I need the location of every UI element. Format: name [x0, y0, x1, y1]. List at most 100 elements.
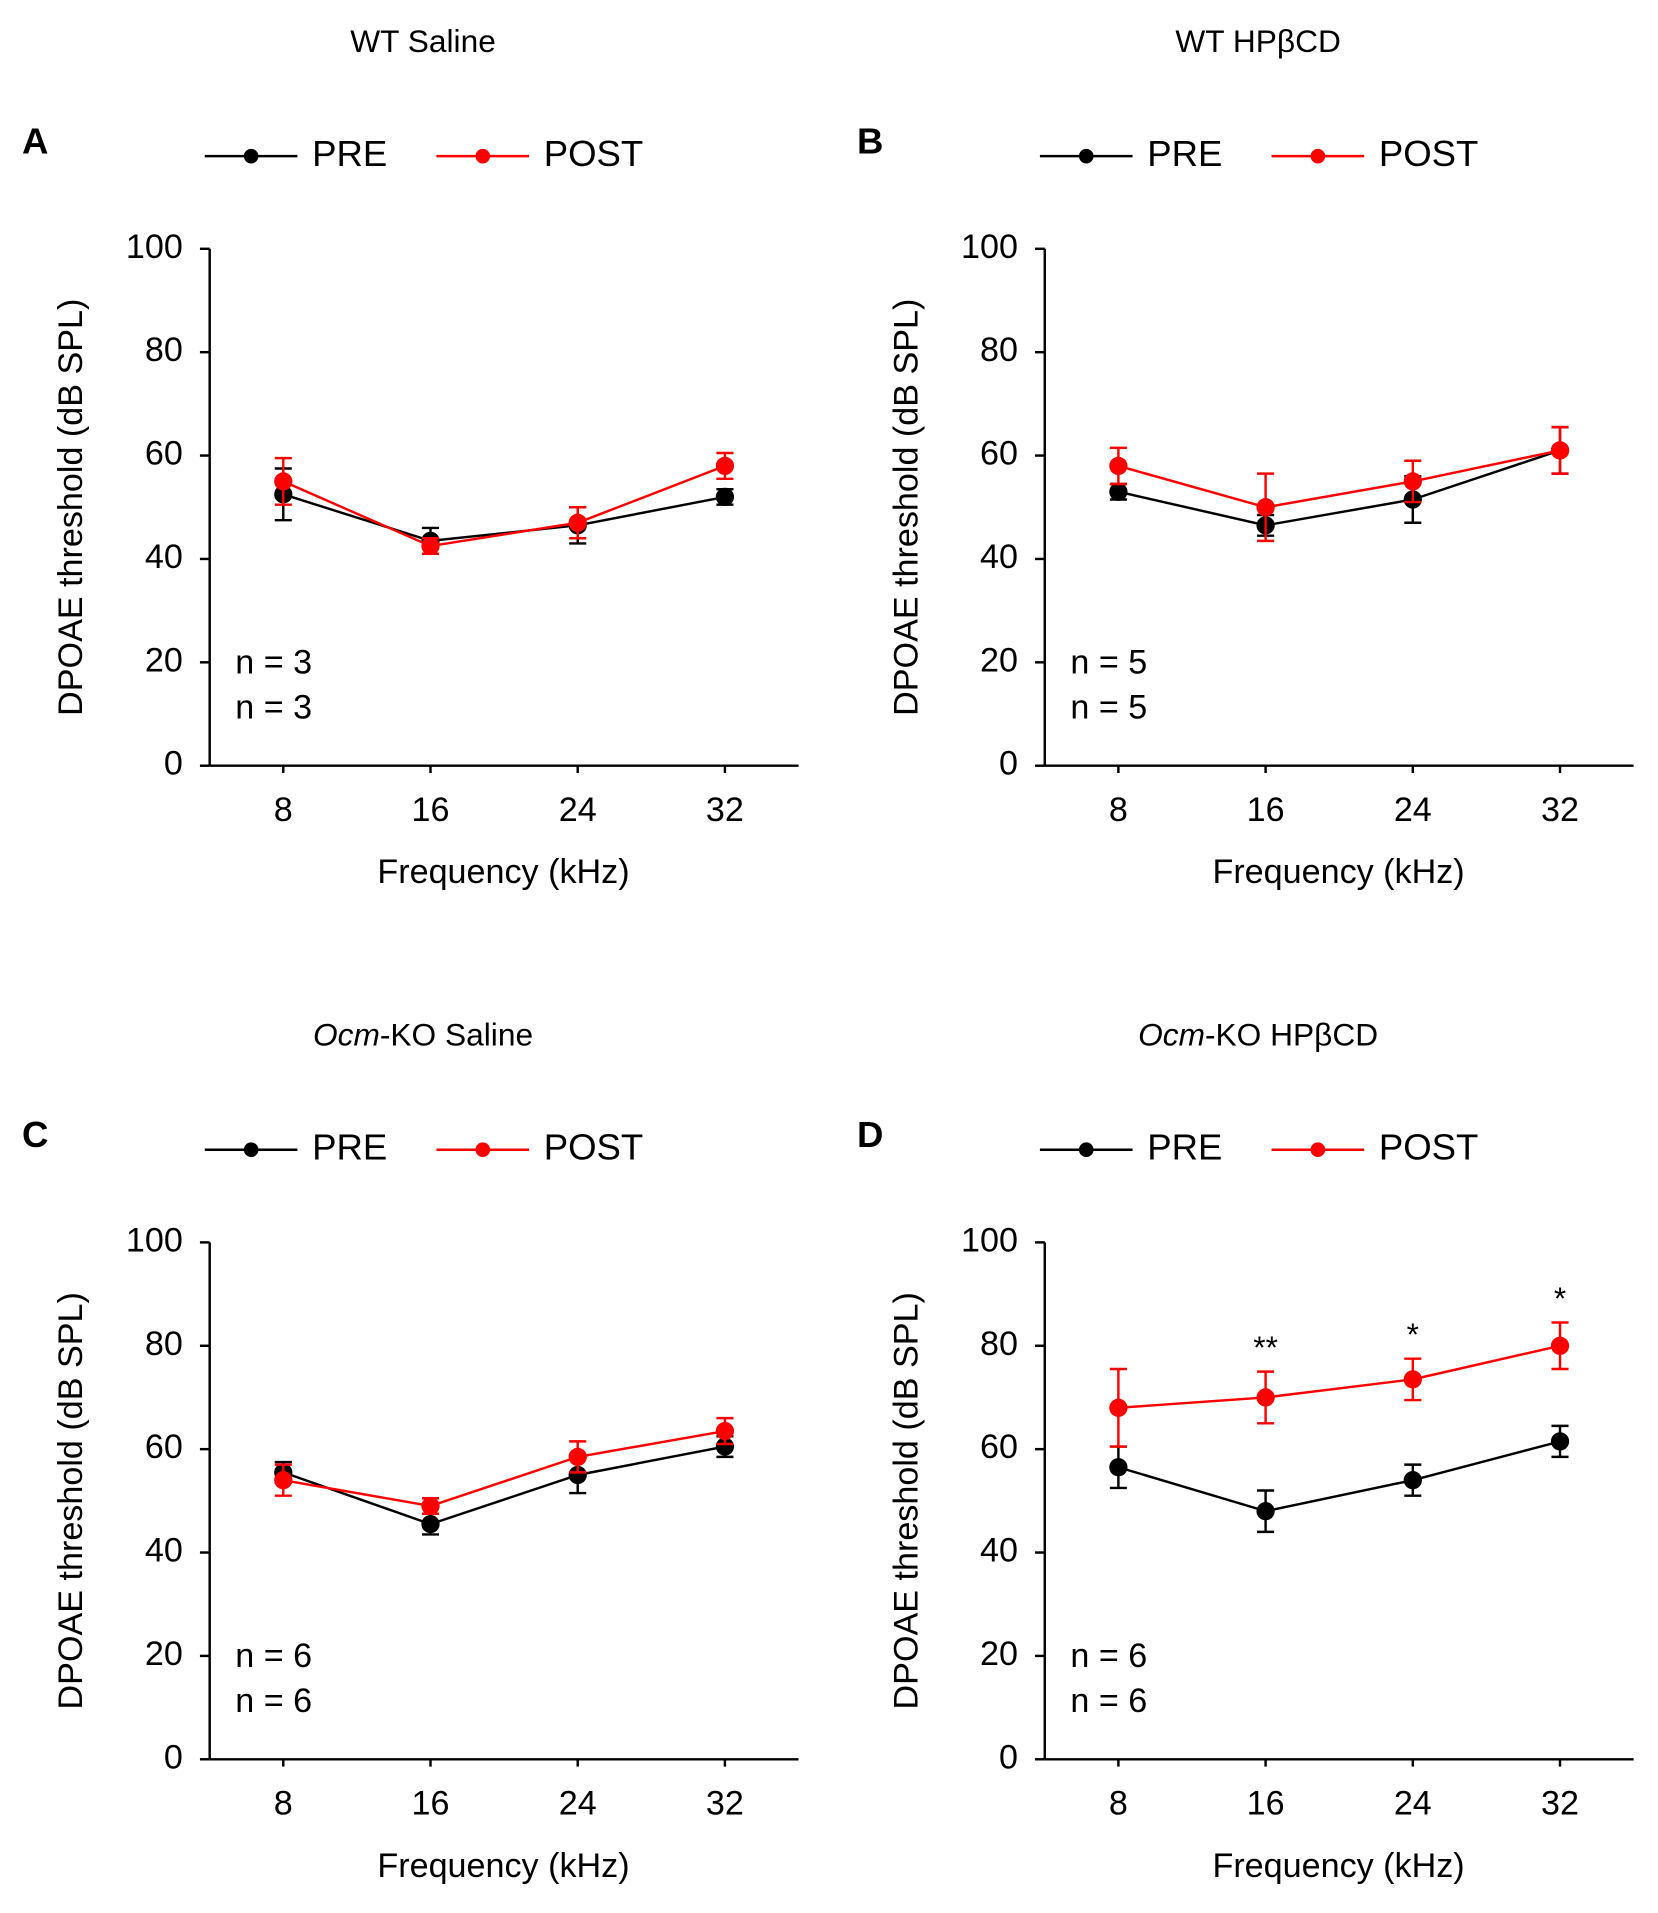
panel: Ocm-KO Saline C PRE POST 0 20 40 60 80 100 8 16 24 32…	[22, 1017, 799, 1885]
title-text: WT Saline	[350, 23, 496, 59]
y-tick-label: 0	[999, 1738, 1018, 1776]
x-axis-label: Frequency (kHz)	[377, 1847, 629, 1885]
panel-label: D	[857, 1114, 883, 1155]
series-line	[282, 493, 726, 543]
y-tick-label: 100	[961, 228, 1018, 266]
data-point	[1256, 498, 1275, 517]
x-tick-label: 16	[1247, 791, 1285, 829]
title-text: WT HPβCD	[1175, 23, 1341, 59]
legend-marker	[243, 1142, 259, 1158]
y-tick-label: 80	[980, 1325, 1018, 1363]
series-line	[1118, 1440, 1561, 1513]
y-tick-label: 60	[145, 1428, 183, 1466]
legend-label: PRE	[312, 133, 387, 174]
data-point	[1550, 441, 1570, 460]
x-tick-label: 32	[706, 1785, 744, 1823]
y-tick-label: 80	[980, 331, 1018, 369]
panel: WT Saline A PRE POST 0 20 40 60 80 100 8 16 24 32 Freq…	[22, 23, 799, 891]
y-tick-label: 100	[961, 1221, 1018, 1259]
x-tick-label: 16	[1247, 1785, 1285, 1823]
data-point	[568, 1465, 587, 1485]
data-point	[1550, 1432, 1570, 1451]
x-tick-label: 24	[1394, 1785, 1432, 1823]
series-line	[1118, 449, 1561, 509]
data-point	[568, 1447, 587, 1467]
x-tick-label: 8	[1109, 1785, 1128, 1823]
legend-label: POST	[1379, 1126, 1479, 1167]
data-point	[1403, 1370, 1422, 1389]
data-point	[715, 1437, 735, 1456]
legend-label: PRE	[1147, 1126, 1222, 1167]
y-tick-label: 100	[126, 1221, 183, 1259]
data-point	[1256, 1502, 1275, 1521]
x-axis-label: Frequency (kHz)	[1212, 1847, 1464, 1885]
n-label: n = 3	[235, 644, 312, 682]
n-label: n = 6	[1070, 1682, 1147, 1720]
y-tick-label: 40	[980, 1532, 1018, 1570]
legend-label: POST	[1379, 133, 1479, 174]
n-label: n = 5	[1070, 689, 1147, 727]
legend-label: POST	[544, 133, 644, 174]
title-text: -KO HPβCD	[1205, 1017, 1378, 1053]
legend-marker	[1310, 148, 1326, 164]
chart-title: Ocm-KO HPβCD	[1138, 1017, 1378, 1053]
x-tick-label: 24	[559, 1785, 597, 1823]
x-tick-label: 16	[412, 791, 450, 829]
chart-title: WT Saline	[350, 23, 496, 59]
y-axis-label: DPOAE threshold (dB SPL)	[887, 1292, 925, 1709]
data-point	[1550, 1336, 1570, 1355]
y-tick-label: 60	[980, 1428, 1018, 1466]
legend-marker	[243, 148, 259, 164]
n-label: n = 6	[235, 1637, 312, 1675]
series-line	[283, 1429, 726, 1508]
y-tick-label: 20	[145, 641, 183, 679]
x-tick-label: 8	[274, 1785, 293, 1823]
data-point	[568, 513, 587, 532]
legend-marker	[1310, 1142, 1326, 1158]
series-line	[282, 464, 726, 548]
legend-marker	[475, 148, 491, 164]
series-line	[1118, 1344, 1561, 1410]
data-point	[1403, 472, 1422, 491]
data-point	[421, 1514, 440, 1534]
data-point	[1256, 1388, 1275, 1407]
significance-label: *	[1407, 1316, 1419, 1352]
data-point	[1403, 1471, 1422, 1490]
panel: WT HPβCD B PRE POST 0 20 40 60 80 100 8 16 24 32 Frequ…	[857, 23, 1634, 891]
y-axis-label: DPOAE threshold (dB SPL)	[52, 299, 90, 716]
panel-label: C	[22, 1114, 48, 1155]
data-point	[1109, 456, 1128, 476]
n-label: n = 5	[1070, 644, 1147, 682]
title-italic: Ocm	[313, 1017, 380, 1053]
x-tick-label: 24	[1394, 791, 1432, 829]
data-point	[274, 472, 293, 491]
x-tick-label: 8	[1109, 791, 1128, 829]
x-tick-label: 8	[274, 791, 293, 829]
panel: Ocm-KO HPβCD D PRE POST 0 20 40 60 80 100 8 16 24 32 F…	[857, 1017, 1634, 1885]
legend-marker	[1078, 148, 1094, 164]
legend-label: POST	[544, 1126, 644, 1167]
y-tick-label: 100	[126, 228, 183, 266]
data-point	[1109, 482, 1128, 501]
series-line	[282, 1445, 726, 1526]
y-tick-label: 80	[145, 1325, 183, 1363]
significance-label: *	[1554, 1280, 1566, 1316]
x-tick-label: 32	[706, 791, 744, 829]
data-point	[421, 536, 440, 556]
data-point	[715, 456, 735, 476]
data-point	[1109, 1458, 1128, 1477]
x-tick-label: 24	[559, 791, 597, 829]
x-axis-label: Frequency (kHz)	[1212, 853, 1464, 891]
y-tick-label: 0	[164, 1738, 183, 1776]
data-point	[421, 1496, 440, 1516]
y-axis-label: DPOAE threshold (dB SPL)	[887, 299, 925, 716]
y-tick-label: 20	[980, 641, 1018, 679]
y-tick-label: 20	[980, 1635, 1018, 1673]
x-tick-label: 32	[1541, 1785, 1579, 1823]
title-italic: Ocm	[1138, 1017, 1205, 1053]
n-label: n = 3	[235, 689, 312, 727]
y-tick-label: 80	[145, 331, 183, 369]
y-axis-label: DPOAE threshold (dB SPL)	[52, 1292, 90, 1709]
